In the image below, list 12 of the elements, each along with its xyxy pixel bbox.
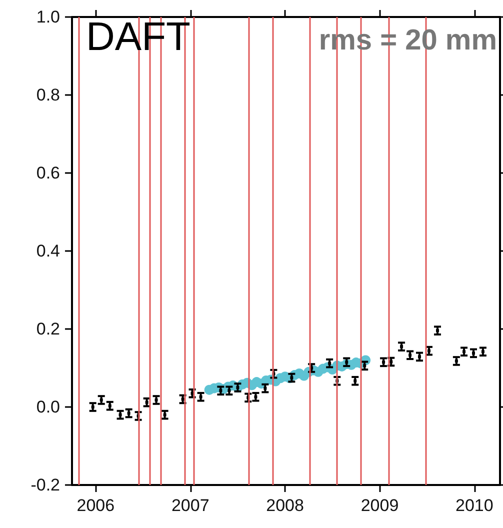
y-tick-label: 0.2 [36, 320, 60, 338]
y-tick-label: 0.6 [36, 164, 60, 182]
x-tick-label: 2007 [171, 496, 210, 515]
x-tick-label: 2008 [266, 496, 304, 515]
x-tick-label: 2009 [360, 496, 399, 515]
y-tick-label: 0.0 [36, 398, 60, 416]
y-tick-label: 0.8 [36, 86, 60, 104]
x-tick-label: 2006 [76, 496, 115, 515]
y-tick-label: 1.0 [36, 8, 60, 26]
y-tick-label: -0.2 [30, 476, 60, 494]
y-tick-label: 0.4 [36, 242, 60, 260]
x-tick-label: 2010 [456, 496, 494, 515]
